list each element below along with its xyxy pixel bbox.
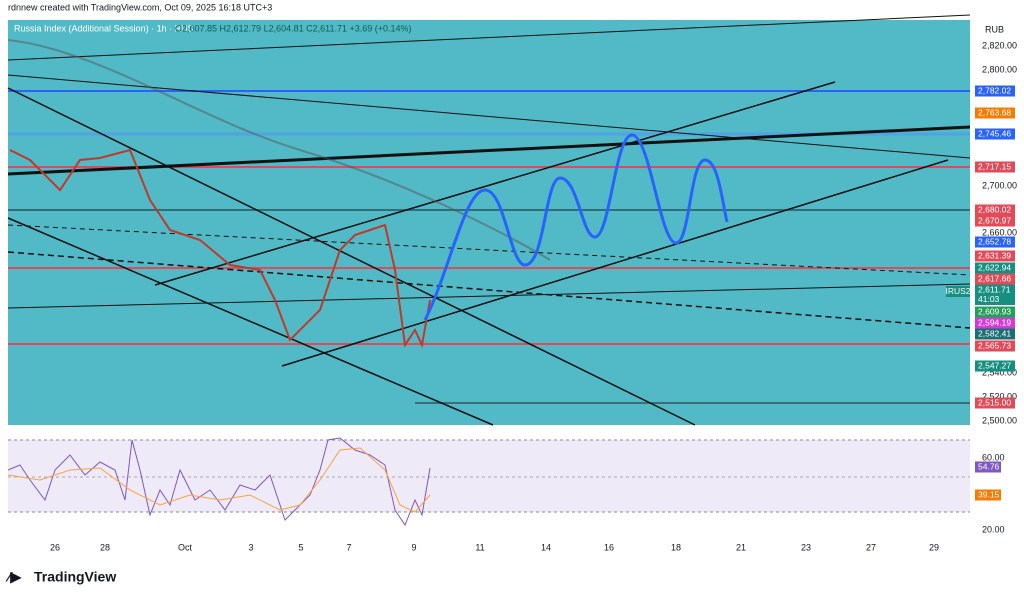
- price-tag: 2,670.97: [978, 215, 1011, 225]
- rsi-tag-bg: [975, 489, 1001, 501]
- time-tick: 27: [866, 542, 876, 552]
- price-tag: 2,582.41: [978, 328, 1011, 338]
- trend-lines: [7, 14, 971, 426]
- price-tag: 2,611.71: [978, 284, 1011, 294]
- price-tick: 2,820.00: [982, 40, 1017, 50]
- price-tag: 2,622.94: [978, 262, 1011, 272]
- price-tag: 2,652.78: [978, 236, 1011, 246]
- price-tag: 2,515.00: [978, 397, 1011, 407]
- price-tag-bg: [975, 85, 1015, 97]
- logo: TradingView: [34, 569, 116, 585]
- countdown: 41:03: [978, 294, 1000, 304]
- projection: [423, 133, 729, 321]
- price-tag-bg: [975, 340, 1015, 352]
- time-tick: 28: [100, 542, 110, 552]
- price-tag: 2,565.73: [978, 340, 1011, 350]
- price-tag: 2,782.02: [978, 85, 1011, 95]
- time-tick: 26: [50, 542, 60, 552]
- rsi-ma: [7, 447, 431, 513]
- ohlc: O2,607.85 H2,612.79 L2,604.81 C2,611.71 …: [175, 23, 412, 33]
- price-tag-bg: [975, 284, 1015, 296]
- price-tag-bg: [975, 328, 1015, 340]
- price-tag: 2,763.68: [978, 107, 1011, 117]
- rsi-tag: 39.15: [978, 489, 1000, 499]
- time-tick: Oct: [178, 542, 193, 552]
- price-tag-bg: [975, 306, 1015, 318]
- price-tick: 2,800.00: [982, 64, 1017, 74]
- price-tag: 2,547.27: [978, 360, 1011, 370]
- time-tick: 23: [801, 542, 811, 552]
- price-tag-bg: [975, 273, 1015, 285]
- time-tick: 7: [346, 542, 351, 552]
- rsi-tick: 60.00: [982, 452, 1005, 462]
- price-tag-bg: [975, 128, 1015, 140]
- credit: rdnnew created with TradingView.com, Oct…: [8, 2, 272, 12]
- price-tag-bg: [975, 397, 1015, 409]
- price-tag: 2,745.46: [978, 128, 1011, 138]
- symbol: Russia Index (Additional Session) · 1h ·…: [14, 23, 194, 33]
- symbol-tag: IRUS2: [945, 286, 970, 296]
- price-tick: 2,540.00: [982, 367, 1017, 377]
- rsi-tag-bg: [975, 461, 1001, 473]
- price-tag-bg: [975, 317, 1015, 329]
- time-tick: 9: [411, 542, 416, 552]
- time-tick: 3: [248, 542, 253, 552]
- time-tick: 14: [541, 542, 551, 552]
- price-tag: 2,617.66: [978, 273, 1011, 283]
- price-tick: 2,700.00: [982, 180, 1017, 190]
- price-tag-bg: [975, 250, 1015, 262]
- price-tag: 2,717.15: [978, 161, 1011, 171]
- price-tag-bg: [975, 360, 1015, 372]
- price-tag: 2,631.39: [978, 250, 1011, 260]
- time-tick: 5: [298, 542, 303, 552]
- time-tick: 21: [736, 542, 746, 552]
- price-tag-bg: [975, 204, 1015, 216]
- price-tag-bg: [975, 236, 1015, 248]
- logo-mark: ⁄▶: [5, 569, 22, 585]
- price-tick: 2,660.00: [982, 227, 1017, 237]
- price-tick: 2,520.00: [982, 391, 1017, 401]
- rsi-tag: 54.76: [978, 461, 1000, 471]
- price-path: [9, 148, 431, 349]
- price-tag: 2,680.02: [978, 204, 1011, 214]
- rsi-tick: 20.00: [982, 524, 1005, 534]
- time-tick: 29: [929, 542, 939, 552]
- price-pane: [8, 20, 970, 425]
- price-tag-bg: [975, 161, 1015, 173]
- price-tag: 2,594.19: [978, 317, 1011, 327]
- price-tick: 2,500.00: [982, 415, 1017, 425]
- time-tick: 18: [671, 542, 681, 552]
- price-tag-bg: [975, 262, 1015, 274]
- time-tick: 11: [475, 542, 484, 552]
- price-tag: 2,609.93: [978, 306, 1011, 316]
- currency: RUB: [985, 24, 1004, 34]
- price-tag-bg: [975, 107, 1015, 119]
- rsi-band: [8, 440, 970, 512]
- rsi-levels: [8, 439, 970, 513]
- countdown-bg: [975, 294, 1015, 305]
- time-tick: 16: [604, 542, 614, 552]
- symbol-tag-bg: [946, 286, 970, 297]
- price-tag-bg: [975, 215, 1015, 227]
